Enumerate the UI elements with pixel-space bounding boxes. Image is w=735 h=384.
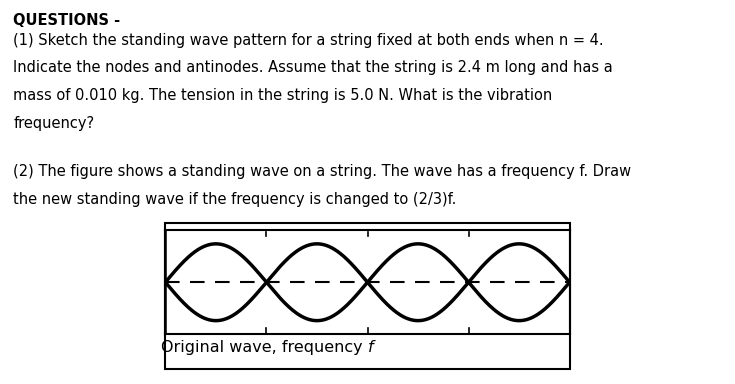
- Text: (2) The figure shows a standing wave on a string. The wave has a frequency f. Dr: (2) The figure shows a standing wave on …: [13, 164, 631, 179]
- Text: f: f: [368, 340, 373, 355]
- Text: QUESTIONS -: QUESTIONS -: [13, 13, 121, 28]
- Text: mass of 0.010 kg. The tension in the string is 5.0 N. What is the vibration: mass of 0.010 kg. The tension in the str…: [13, 88, 553, 103]
- Bar: [570, 230, 588, 334]
- Text: (1) Sketch the standing wave pattern for a string fixed at both ends when n = 4.: (1) Sketch the standing wave pattern for…: [13, 33, 604, 48]
- Text: Indicate the nodes and antinodes. Assume that the string is 2.4 m long and has a: Indicate the nodes and antinodes. Assume…: [13, 60, 613, 75]
- Bar: [147, 230, 165, 334]
- Text: the new standing wave if the frequency is changed to (2/3)f.: the new standing wave if the frequency i…: [13, 192, 456, 207]
- Text: frequency?: frequency?: [13, 116, 94, 131]
- Text: Original wave, frequency: Original wave, frequency: [161, 340, 368, 355]
